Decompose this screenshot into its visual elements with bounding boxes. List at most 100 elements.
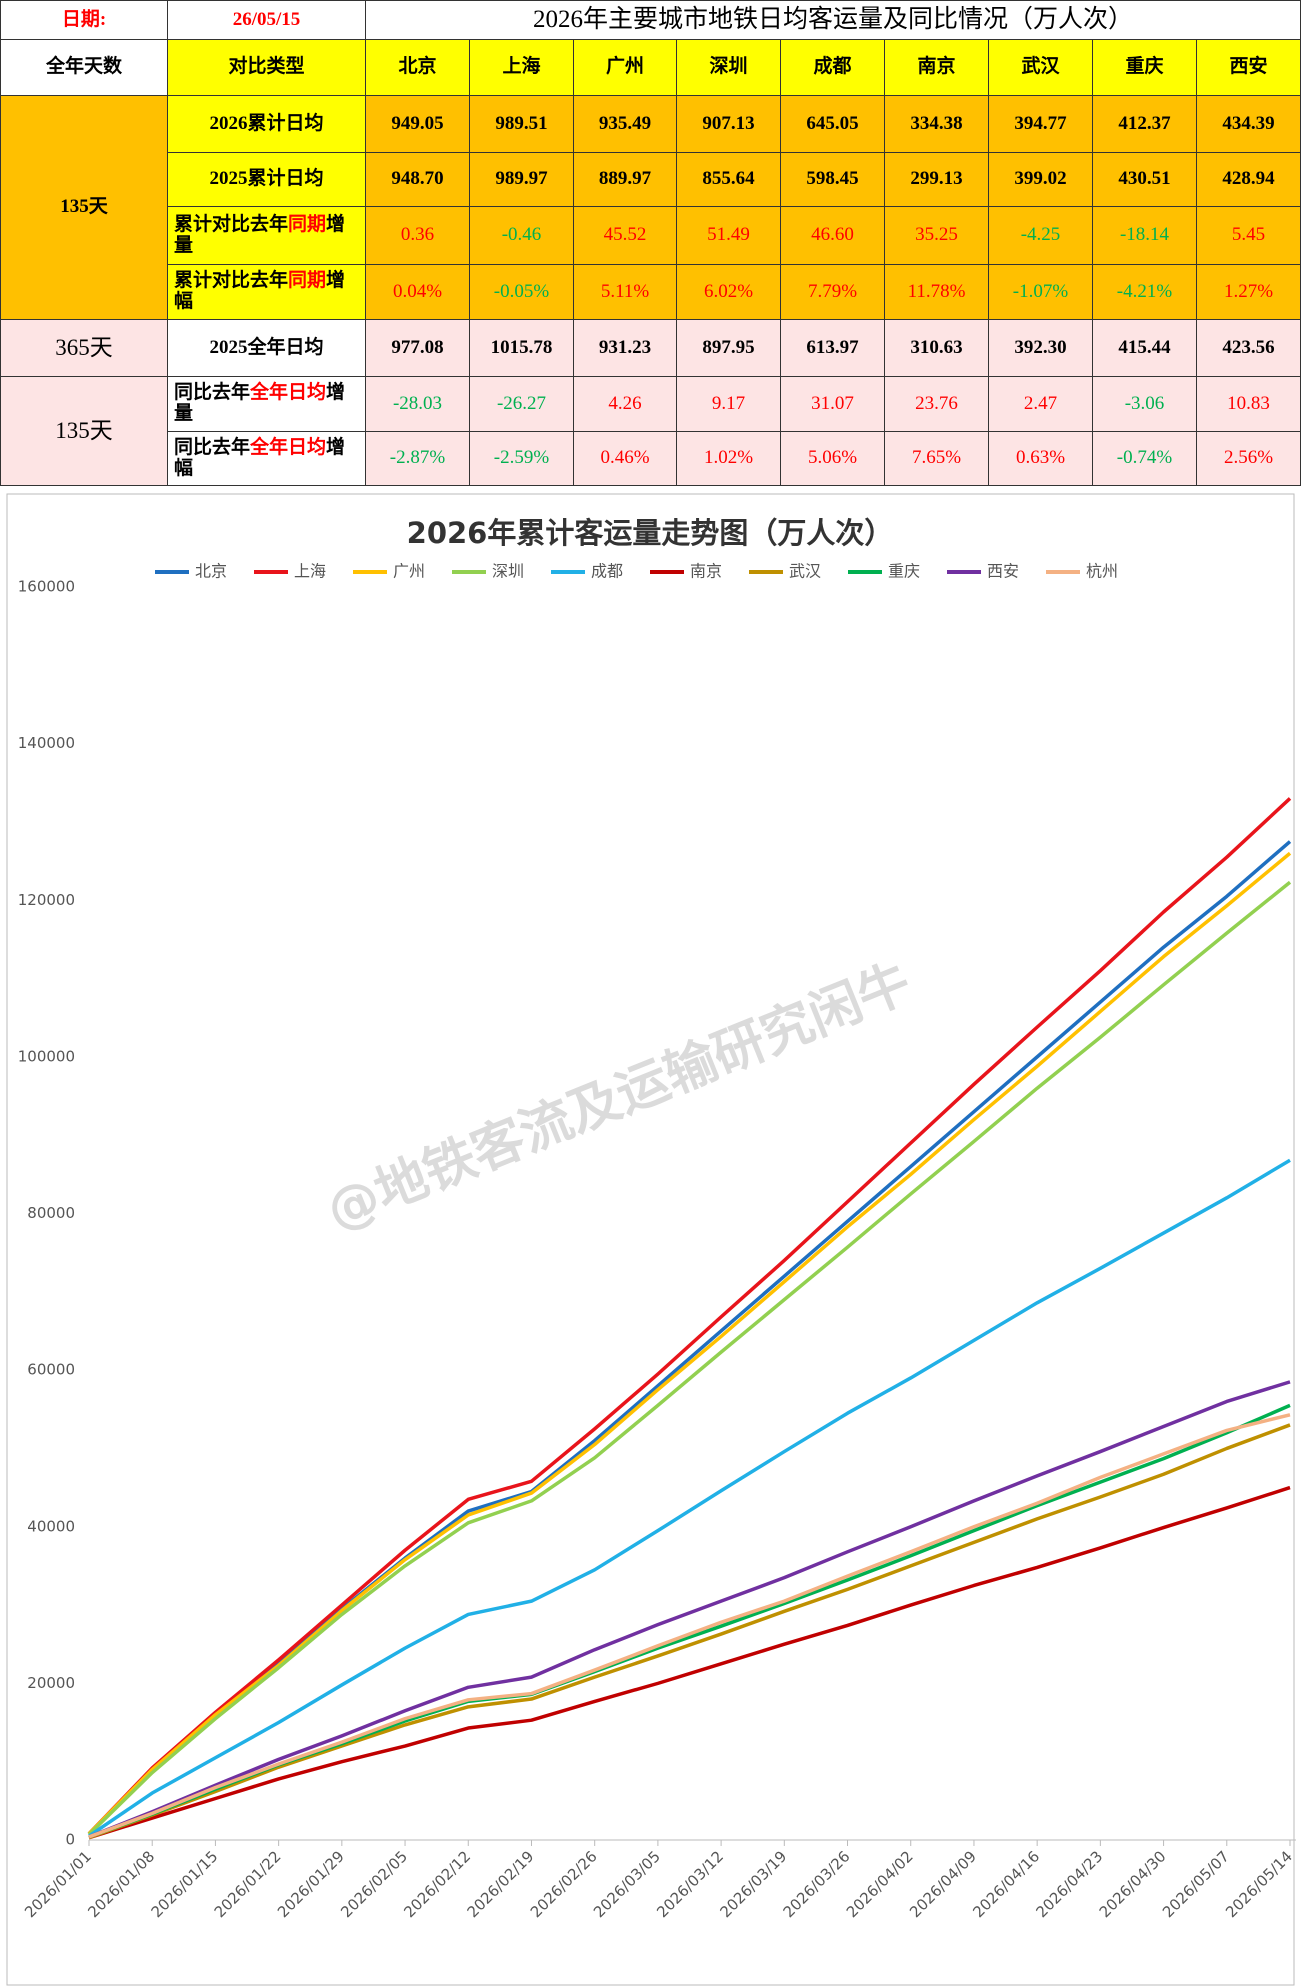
value: 334.38 (884, 95, 989, 153)
type-segment: 增幅 (174, 436, 346, 479)
row-type: 2025累计日均 (167, 152, 366, 207)
header-type: 对比类型 (167, 39, 366, 96)
y-tick-label: 20000 (27, 1674, 75, 1692)
type-text: 同比去年全年日均增幅 (174, 436, 359, 480)
type-segment: 累计对比去年 (174, 213, 289, 235)
type-text: 2025累计日均 (209, 168, 324, 190)
chart-frame (6, 493, 1295, 1986)
value: 428.94 (1196, 152, 1301, 207)
legend-label: 广州 (393, 562, 425, 581)
type-segment: 增幅 (174, 270, 346, 312)
y-tick-label: 60000 (27, 1361, 75, 1379)
legend-label: 北京 (195, 562, 227, 581)
value: 6.02% (676, 264, 781, 320)
y-tick-label: 160000 (18, 578, 75, 596)
type-segment: 增量 (174, 382, 346, 424)
value: 299.13 (884, 152, 989, 207)
value: 7.79% (780, 264, 885, 320)
row-type: 同比去年全年日均增幅 (167, 431, 366, 486)
value: 11.78% (884, 264, 989, 320)
value: -0.74% (1092, 431, 1197, 486)
value: 310.63 (884, 319, 989, 377)
value: 5.11% (573, 264, 677, 320)
legend-label: 深圳 (492, 562, 524, 581)
series-line (88, 1485, 1291, 1840)
type-segment: 累计对比去年 (174, 270, 289, 292)
value: 897.95 (676, 319, 781, 377)
days: 365天 (0, 319, 168, 377)
type-segment: 2026累计日均 (209, 112, 324, 134)
table-title: 2026年主要城市地铁日均客运量及同比情况（万人次） (365, 0, 1301, 40)
y-tick-label: 0 (65, 1831, 75, 1849)
header-city: 武汉 (988, 39, 1093, 96)
type-segment: 同比去年 (174, 436, 251, 458)
header-city: 成都 (780, 39, 885, 96)
value: 598.45 (780, 152, 885, 207)
value: 645.05 (780, 95, 885, 153)
value: 5.06% (780, 431, 885, 486)
table: 日期: 26/05/15 2026年主要城市地铁日均客运量及同比情况（万人次） 全年天… (0, 0, 1301, 487)
value: -4.25 (988, 206, 1093, 265)
y-tick-label: 140000 (18, 734, 75, 752)
row-type: 同比去年全年日均增量 (167, 376, 366, 432)
type-segment: 2025累计日均 (209, 168, 324, 190)
header-city: 北京 (365, 39, 470, 96)
type-text: 2025全年日均 (209, 336, 324, 359)
value: 935.49 (573, 95, 677, 153)
type-text: 累计对比去年同期增幅 (174, 270, 359, 313)
y-tick-label: 40000 (27, 1517, 75, 1535)
value: 989.51 (469, 95, 574, 153)
type-segment: 同期 (288, 213, 327, 235)
chart-title: 2026年累计客运量走势图（万人次） (407, 516, 894, 550)
value: 423.56 (1196, 319, 1301, 377)
legend-label: 重庆 (888, 562, 920, 581)
value: 0.46% (573, 431, 677, 486)
type-segment: 全年日均 (250, 382, 327, 404)
value: 949.05 (365, 95, 470, 153)
value: 45.52 (573, 206, 677, 265)
value: 0.63% (988, 431, 1093, 486)
y-tick-label: 100000 (18, 1047, 75, 1065)
type-segment: 2025全年日均 (209, 336, 324, 358)
legend-label: 西安 (987, 562, 1019, 581)
legend-label: 上海 (294, 562, 326, 581)
series-line (87, 880, 1292, 1836)
value: 0.04% (365, 264, 470, 320)
type-segment: 同期 (288, 270, 327, 292)
value: 2.47 (988, 376, 1093, 432)
value: 9.17 (676, 376, 781, 432)
value: 10.83 (1196, 376, 1301, 432)
legend-label: 成都 (591, 562, 623, 581)
y-tick-label: 80000 (27, 1204, 75, 1222)
value: 51.49 (676, 206, 781, 265)
value: 855.64 (676, 152, 781, 207)
value: 434.39 (1196, 95, 1301, 153)
series-line (88, 1158, 1291, 1838)
value: 5.45 (1196, 206, 1301, 265)
value: -18.14 (1092, 206, 1197, 265)
date-label: 日期: (0, 0, 168, 40)
value: 889.97 (573, 152, 677, 207)
legend-label: 杭州 (1086, 562, 1118, 581)
series-line (87, 851, 1292, 1835)
value: 2.56% (1196, 431, 1301, 486)
value: 31.07 (780, 376, 885, 432)
value: 394.77 (988, 95, 1093, 153)
value: -0.05% (469, 264, 574, 320)
value: 989.97 (469, 152, 574, 207)
series-line (88, 1423, 1291, 1840)
value: 1015.78 (469, 319, 574, 377)
y-tick-label: 120000 (18, 891, 75, 909)
value: -2.59% (469, 431, 574, 486)
value: 931.23 (573, 319, 677, 377)
type-segment: 增量 (174, 213, 346, 256)
legend-label: 武汉 (789, 562, 821, 581)
value: 412.37 (1092, 95, 1197, 153)
value: 948.70 (365, 152, 470, 207)
value: 1.02% (676, 431, 781, 486)
series-line (87, 797, 1292, 1835)
value: -0.46 (469, 206, 574, 265)
header-city: 西安 (1196, 39, 1301, 96)
